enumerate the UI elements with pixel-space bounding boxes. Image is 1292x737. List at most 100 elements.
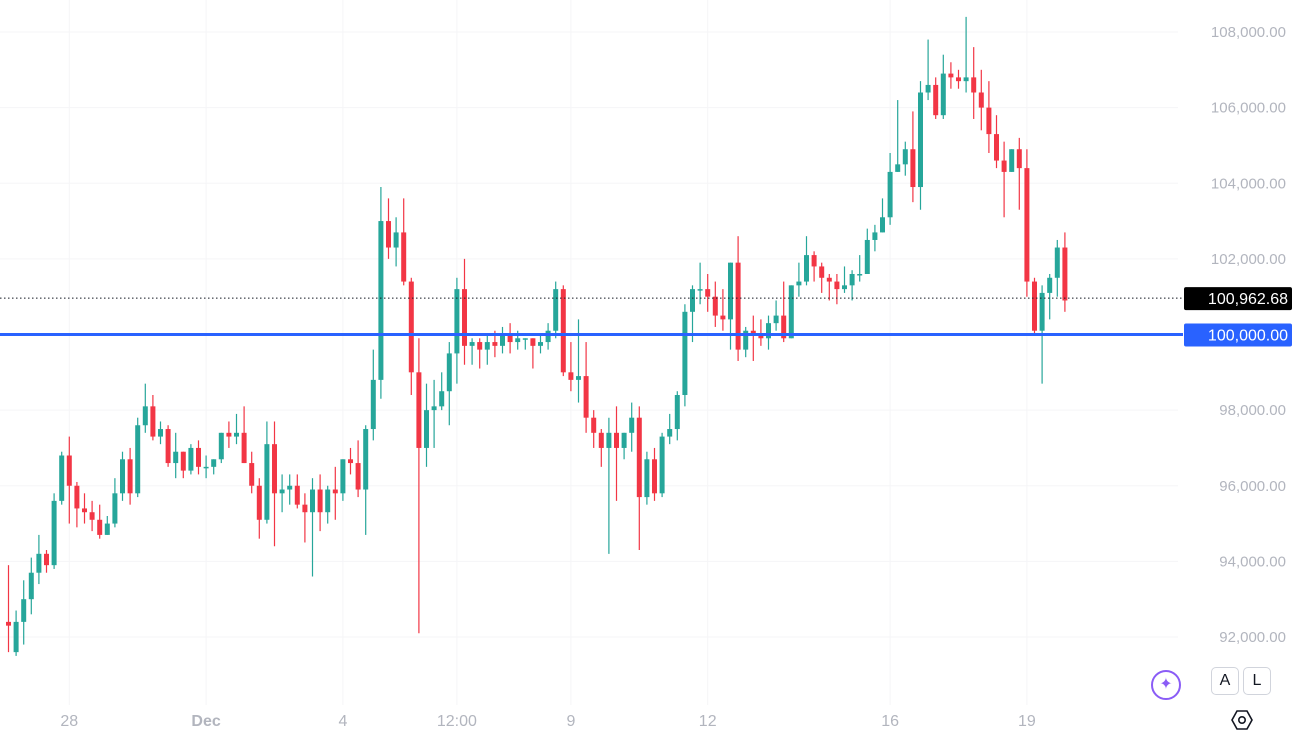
candle-up	[203, 455, 209, 479]
candle-up	[142, 383, 148, 433]
candle-body	[728, 262, 733, 320]
candle-up	[849, 270, 855, 301]
candle-body	[97, 519, 103, 535]
candle-up	[864, 228, 870, 274]
candle-up	[484, 334, 490, 365]
candle-body	[773, 315, 779, 324]
candle-up	[621, 432, 627, 460]
candle-body	[378, 221, 384, 380]
settings-hexagon-icon	[1231, 710, 1253, 730]
price-label-bg	[1184, 287, 1292, 311]
candle-body	[294, 485, 300, 505]
candle-down	[89, 500, 95, 532]
candle-body	[28, 572, 34, 600]
candle-body	[507, 334, 513, 343]
candle-down	[401, 198, 407, 286]
candle-body	[895, 164, 901, 172]
candle-down	[165, 425, 171, 467]
candle-body	[462, 289, 467, 346]
candle-up	[659, 432, 665, 498]
candle-up	[667, 413, 673, 445]
candle-body	[469, 342, 475, 346]
price-label-bg	[1184, 323, 1292, 347]
candle-body	[82, 508, 87, 513]
candle-body	[735, 262, 741, 350]
candle-body	[142, 406, 148, 426]
y-tick-label: 104,000.00	[1211, 175, 1286, 192]
candle-body	[1062, 247, 1068, 301]
candle-body	[804, 255, 809, 282]
auto-scale-button[interactable]: A	[1211, 667, 1239, 695]
candle-up	[697, 262, 703, 305]
candle-body	[667, 429, 673, 437]
candle-up	[112, 478, 118, 528]
log-scale-button[interactable]: L	[1243, 667, 1271, 695]
candle-body	[712, 296, 718, 316]
candle-body	[560, 289, 566, 373]
candle-body	[705, 289, 711, 297]
candle-down	[408, 277, 414, 395]
y-tick-label: 108,000.00	[1211, 24, 1286, 41]
candle-body	[21, 599, 27, 622]
candle-up	[522, 338, 528, 350]
x-tick-label: 28	[60, 713, 78, 730]
candle-up	[431, 379, 437, 448]
candle-down	[74, 481, 80, 528]
candle-body	[819, 266, 825, 278]
price-axis[interactable]: 108,000.00 106,000.00 104,000.00 102,000.00…	[1184, 24, 1292, 646]
candle-body	[218, 432, 224, 460]
candle-body	[173, 451, 179, 464]
candle-body	[918, 92, 923, 188]
candle-down	[66, 436, 72, 524]
candle-down	[196, 440, 201, 475]
candle-down	[986, 81, 992, 153]
ai-assistant-button[interactable]: ✦	[1151, 670, 1181, 700]
candle-down	[272, 421, 277, 547]
candle-body	[971, 77, 977, 93]
candle-body	[36, 553, 42, 573]
candle-down	[97, 504, 103, 539]
x-tick-label: 4	[338, 713, 347, 730]
candle-down	[1024, 149, 1030, 297]
candle-down	[530, 338, 536, 369]
candle-body	[241, 432, 247, 464]
level-price-label: 100,000.00	[1184, 323, 1292, 347]
settings-button[interactable]	[1230, 708, 1254, 732]
candle-body	[127, 459, 133, 494]
candle-down	[819, 262, 825, 293]
grid-lines	[0, 0, 1178, 705]
candle-up	[674, 391, 680, 441]
candle-down	[150, 395, 156, 441]
candle-body	[674, 395, 680, 430]
candle-up	[606, 417, 612, 554]
candle-down	[332, 466, 338, 520]
candle-body	[393, 232, 399, 248]
candle-up	[728, 262, 733, 350]
x-tick-label: 12	[699, 713, 717, 730]
candle-down	[6, 565, 11, 653]
candle-body	[249, 463, 255, 486]
candle-up	[51, 493, 57, 569]
candle-down	[933, 77, 939, 119]
candle-body	[1009, 149, 1015, 172]
candle-up	[629, 402, 635, 452]
time-axis[interactable]: 28 Dec 4 12:00 9 12 16 19	[60, 713, 1035, 730]
candle-up	[218, 432, 224, 464]
candle-up	[340, 459, 346, 501]
candle-body	[690, 289, 695, 312]
candle-body	[766, 323, 771, 339]
candle-down	[355, 440, 361, 498]
y-tick-label: 94,000.00	[1219, 553, 1286, 570]
candle-down	[910, 111, 916, 203]
candle-up	[804, 236, 809, 286]
candle-body	[477, 342, 483, 350]
candle-up	[454, 277, 460, 384]
candle-up	[880, 198, 885, 233]
candle-body	[842, 285, 847, 290]
candle-body	[629, 417, 635, 433]
candle-body	[348, 459, 353, 464]
candle-up	[287, 474, 293, 505]
candle-up	[682, 304, 688, 407]
candle-body	[758, 334, 764, 339]
